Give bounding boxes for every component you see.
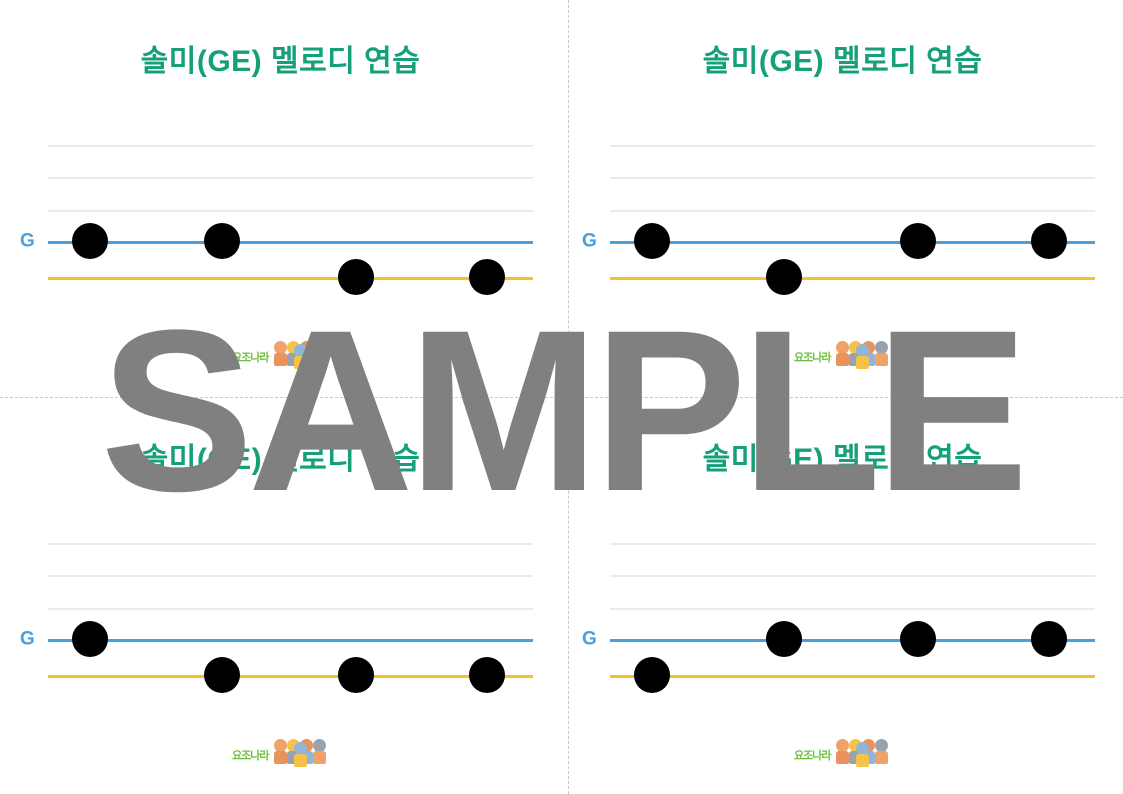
brand-logo-wordmark: 요조나라 <box>232 352 269 364</box>
panel-title-bottom-left: 솔미(GE) 멜로디 연습 <box>140 443 421 476</box>
brand-logo-bottom-left: 요조나라 <box>232 730 328 767</box>
worksheet-panel-bottom-right: 솔미(GE) 멜로디 연습 G 요조나라 <box>562 398 1123 794</box>
staff-line-gray-2 <box>610 177 1095 179</box>
note-head[interactable] <box>338 657 374 693</box>
staff-line-g-line <box>48 639 533 642</box>
note-head[interactable] <box>1031 621 1067 657</box>
staff-label-g-bottom-right: G <box>582 628 597 650</box>
note-head[interactable] <box>338 259 374 295</box>
worksheet-panel-top-right: 솔미(GE) 멜로디 연습 G 요조나라 <box>562 0 1123 397</box>
staff-line-gray-1 <box>48 145 533 147</box>
brand-logo-top-right: 요조나라 <box>794 332 890 369</box>
brand-mascots-icon <box>274 730 328 767</box>
staff-line-gray-3 <box>610 210 1095 212</box>
note-head[interactable] <box>766 621 802 657</box>
staff-line-g-line <box>610 639 1095 642</box>
note-head[interactable] <box>204 223 240 259</box>
staff-line-e-line <box>610 675 1095 678</box>
brand-logo-wordmark: 요조나라 <box>794 750 831 762</box>
cut-guide-horizontal <box>0 397 1123 398</box>
note-head[interactable] <box>900 223 936 259</box>
staff-line-gray-1 <box>610 145 1095 147</box>
staff-line-e-line <box>48 277 533 280</box>
note-head[interactable] <box>1031 223 1067 259</box>
staff-line-gray-3 <box>48 608 533 610</box>
note-head[interactable] <box>900 621 936 657</box>
note-head[interactable] <box>469 657 505 693</box>
note-head[interactable] <box>634 657 670 693</box>
note-head[interactable] <box>634 223 670 259</box>
note-head[interactable] <box>72 223 108 259</box>
note-head[interactable] <box>204 657 240 693</box>
staff-line-e-line <box>610 277 1095 280</box>
brand-mascots-icon <box>274 332 328 369</box>
brand-mascots-icon <box>836 730 890 767</box>
staff-line-gray-1 <box>610 543 1095 545</box>
worksheet-panel-bottom-left: 솔미(GE) 멜로디 연습 G 요조나라 <box>0 398 561 794</box>
staff-line-gray-2 <box>48 575 533 577</box>
staff-line-gray-1 <box>48 543 533 545</box>
note-head[interactable] <box>72 621 108 657</box>
note-head[interactable] <box>469 259 505 295</box>
staff-line-g-line <box>48 241 533 244</box>
brand-logo-top-left: 요조나라 <box>232 332 328 369</box>
music-staff-bottom-left: G <box>20 508 533 708</box>
staff-label-g-top-right: G <box>582 230 597 252</box>
staff-label-g-top-left: G <box>20 230 35 252</box>
staff-line-gray-3 <box>610 608 1095 610</box>
staff-line-e-line <box>48 675 533 678</box>
music-staff-top-left: G <box>20 110 533 310</box>
staff-line-gray-2 <box>48 177 533 179</box>
staff-line-gray-2 <box>610 575 1095 577</box>
brand-logo-bottom-right: 요조나라 <box>794 730 890 767</box>
panel-title-bottom-right: 솔미(GE) 멜로디 연습 <box>702 443 983 476</box>
brand-logo-wordmark: 요조나라 <box>232 750 269 762</box>
music-staff-bottom-right: G <box>582 508 1095 708</box>
worksheet-panel-top-left: 솔미(GE) 멜로디 연습 G 요조나라 <box>0 0 561 397</box>
note-head[interactable] <box>766 259 802 295</box>
panel-title-top-right: 솔미(GE) 멜로디 연습 <box>702 45 983 78</box>
staff-label-g-bottom-left: G <box>20 628 35 650</box>
panel-title-top-left: 솔미(GE) 멜로디 연습 <box>140 45 421 78</box>
brand-logo-wordmark: 요조나라 <box>794 352 831 364</box>
music-staff-top-right: G <box>582 110 1095 310</box>
staff-line-g-line <box>610 241 1095 244</box>
staff-line-gray-3 <box>48 210 533 212</box>
brand-mascots-icon <box>836 332 890 369</box>
